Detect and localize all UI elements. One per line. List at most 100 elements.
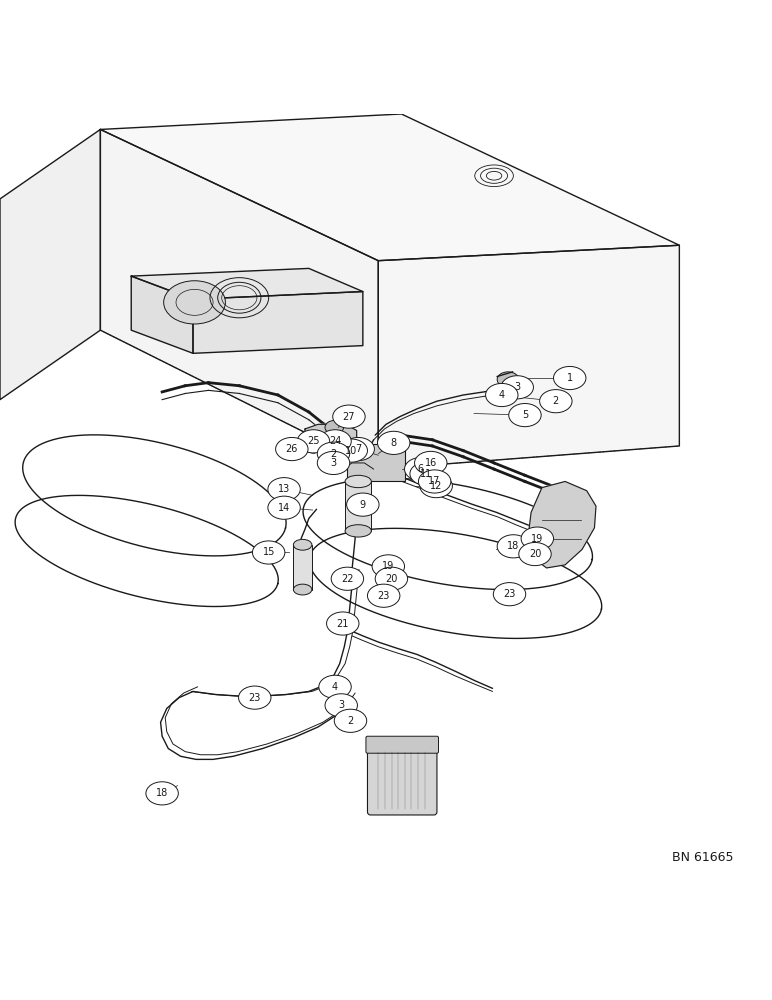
Ellipse shape [252,541,285,564]
Ellipse shape [334,451,346,460]
Ellipse shape [331,567,364,590]
Text: 16: 16 [425,458,437,468]
Text: 2: 2 [347,716,354,726]
Ellipse shape [375,567,408,590]
Text: 12: 12 [430,481,442,491]
Text: 6: 6 [418,464,424,474]
Ellipse shape [321,448,334,457]
Ellipse shape [293,584,312,595]
Text: 25: 25 [307,436,320,446]
Text: 1: 1 [567,373,573,383]
Ellipse shape [554,366,586,390]
Ellipse shape [334,709,367,732]
Ellipse shape [497,535,530,558]
Ellipse shape [335,439,367,462]
Ellipse shape [501,376,533,399]
Ellipse shape [239,686,271,709]
Text: 19: 19 [382,561,394,571]
Text: 3: 3 [338,700,344,710]
Ellipse shape [420,475,452,498]
Ellipse shape [405,458,437,481]
Ellipse shape [509,403,541,427]
Text: 15: 15 [262,547,275,557]
FancyBboxPatch shape [366,736,438,753]
Text: 13: 13 [278,484,290,494]
Ellipse shape [309,440,321,449]
Text: 14: 14 [278,503,290,513]
Ellipse shape [317,451,350,475]
Ellipse shape [325,694,357,717]
Polygon shape [100,129,378,469]
Text: 18: 18 [507,541,520,551]
Text: 3: 3 [514,382,520,392]
Text: 4: 4 [332,682,338,692]
Ellipse shape [319,675,351,698]
Polygon shape [343,463,364,469]
Ellipse shape [486,383,518,407]
Ellipse shape [297,430,330,453]
Ellipse shape [415,451,447,475]
Ellipse shape [372,555,405,578]
Text: 20: 20 [385,574,398,584]
Text: 5: 5 [522,410,528,420]
Ellipse shape [325,420,344,434]
Polygon shape [305,424,357,452]
Text: 26: 26 [286,444,298,454]
Ellipse shape [319,430,351,453]
Text: 23: 23 [503,589,516,599]
Ellipse shape [268,478,300,501]
Text: 8: 8 [391,438,397,448]
Polygon shape [193,292,363,353]
Text: 21: 21 [337,619,349,629]
Ellipse shape [164,281,225,324]
Ellipse shape [540,390,572,413]
FancyBboxPatch shape [293,545,312,590]
Text: 3: 3 [330,458,337,468]
Text: 7: 7 [355,444,361,454]
Text: 17: 17 [428,476,441,486]
Text: 4: 4 [499,390,505,400]
FancyBboxPatch shape [345,481,371,531]
Ellipse shape [519,542,551,566]
Ellipse shape [367,584,400,607]
Ellipse shape [342,437,374,461]
Ellipse shape [497,372,519,387]
Ellipse shape [418,470,451,493]
Ellipse shape [293,539,312,550]
Text: 23: 23 [249,693,261,703]
Text: 19: 19 [531,534,543,544]
Text: 9: 9 [360,500,366,510]
Polygon shape [0,129,100,400]
Text: 20: 20 [529,549,541,559]
Ellipse shape [410,462,442,485]
Text: 23: 23 [378,591,390,601]
Text: 24: 24 [329,436,341,446]
Text: 2: 2 [553,396,559,406]
Polygon shape [528,481,596,568]
Text: BN 61665: BN 61665 [672,851,733,864]
FancyBboxPatch shape [367,747,437,815]
Ellipse shape [146,782,178,805]
Ellipse shape [378,431,410,454]
Text: 10: 10 [345,446,357,456]
Text: 22: 22 [341,574,354,584]
Text: 18: 18 [156,788,168,798]
Ellipse shape [347,493,379,516]
Text: 11: 11 [420,469,432,479]
Polygon shape [100,114,679,261]
Ellipse shape [333,405,365,428]
Text: 2: 2 [330,449,337,459]
Ellipse shape [493,583,526,606]
Text: 27: 27 [343,412,355,422]
Ellipse shape [345,475,371,488]
Ellipse shape [345,525,371,537]
Polygon shape [131,268,363,299]
Ellipse shape [276,437,308,461]
Polygon shape [131,276,193,353]
Ellipse shape [268,496,300,519]
Ellipse shape [327,612,359,635]
FancyBboxPatch shape [347,444,405,481]
Ellipse shape [317,442,350,465]
Polygon shape [378,245,679,469]
Ellipse shape [521,527,554,550]
